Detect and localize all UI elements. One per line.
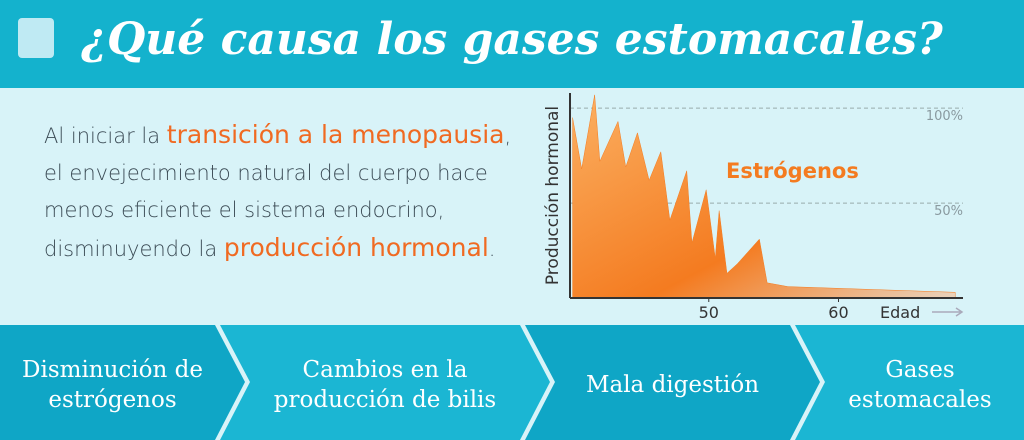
area: [572, 94, 956, 299]
text: , el envejecimiento natural del cuerpo h…: [44, 124, 512, 261]
series-label: Estrógenos: [726, 159, 859, 183]
title: ¿Qué causa los gases estomacales?: [81, 14, 943, 65]
step-bg: [0, 325, 245, 440]
step: Disminución de estrógenos: [22, 357, 203, 413]
x-tick-label: 60: [828, 303, 848, 322]
text: .: [488, 237, 496, 261]
x-tick-label: 50: [699, 303, 719, 322]
text: Al iniciar la: [44, 124, 167, 148]
y-tick-label: 100%: [926, 109, 963, 124]
y-axis-label: Producción hormonal: [543, 106, 563, 285]
arrow: [932, 307, 964, 317]
highlight: producción hormonal: [223, 233, 489, 262]
x-axis-label: Edad: [880, 303, 920, 322]
header: ¿Qué causa los gases estomacales?: [0, 0, 1024, 88]
step: Cambios en la producción de bilis: [273, 357, 497, 413]
step-bg: [525, 325, 820, 440]
step: Mala digestión: [585, 372, 760, 398]
logo: [18, 18, 54, 58]
step-bg: [795, 325, 1024, 440]
step-bg: [220, 325, 550, 440]
step: Gases estomacales: [848, 357, 992, 413]
y-tick-label: 50%: [934, 204, 963, 219]
highlight: transición a la menopausia: [166, 120, 505, 149]
intro-text: Al iniciar la transición a la menopausia…: [44, 116, 524, 268]
